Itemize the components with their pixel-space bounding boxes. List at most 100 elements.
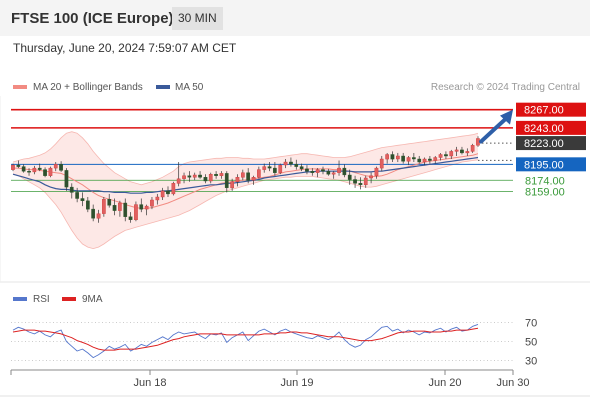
- rsi-tick-label: 70: [525, 318, 537, 330]
- ma9-legend-swatch: [62, 297, 76, 301]
- candle: [123, 202, 128, 217]
- candle: [363, 177, 368, 186]
- ma50-line: [12, 156, 479, 194]
- candle: [412, 157, 416, 160]
- candle: [32, 167, 37, 173]
- chart-frame: [0, 96, 590, 283]
- ma9-legend-label: 9MA: [82, 294, 103, 305]
- candle: [406, 157, 411, 162]
- level-labels: 8267.00 8243.00 8223.00 8195.00 8174.008159.…: [516, 102, 586, 199]
- resistance-1-label-box: [516, 120, 586, 135]
- candle: [224, 173, 229, 188]
- candle: [321, 169, 325, 172]
- ma50-legend-swatch: [156, 85, 170, 89]
- candle: [358, 183, 363, 186]
- candle: [396, 155, 400, 160]
- candle: [283, 161, 288, 166]
- moving-averages: [12, 153, 479, 209]
- candle: [219, 173, 224, 176]
- candle: [117, 202, 122, 211]
- candle: [444, 154, 448, 157]
- candle: [53, 164, 58, 169]
- candle: [11, 164, 15, 170]
- forecast-arrow-head: [500, 109, 513, 125]
- candle: [75, 192, 79, 199]
- candle: [203, 176, 208, 182]
- candle: [112, 205, 117, 211]
- forecast-arrow-group: [479, 109, 513, 144]
- candle: [369, 175, 373, 179]
- candle: [64, 170, 69, 188]
- candle: [379, 158, 384, 169]
- candle: [289, 161, 293, 165]
- candle: [96, 213, 101, 219]
- bollinger-upper-line: [12, 131, 479, 186]
- rsi-tick-label: 30: [525, 356, 537, 368]
- candle: [139, 204, 144, 210]
- last-price-label: 8223.00: [524, 138, 564, 150]
- candle: [278, 164, 283, 173]
- candle: [107, 198, 112, 206]
- candle: [374, 167, 379, 176]
- candle: [294, 164, 299, 167]
- candles-group: [11, 136, 480, 223]
- candle: [182, 175, 186, 179]
- bollinger-band-area: [13, 131, 478, 249]
- x-tick-label: Jun 18: [133, 377, 166, 389]
- x-tick-label: Jun 30: [496, 377, 529, 389]
- candle: [101, 198, 106, 214]
- pivot-label-box: [516, 157, 586, 172]
- x-tick-label: Jun 20: [428, 377, 461, 389]
- candle: [390, 154, 395, 160]
- rsi-panel: 70 50 30: [11, 318, 537, 368]
- candle: [342, 167, 347, 176]
- timeframe-badge[interactable]: 30 MIN: [172, 7, 223, 30]
- resistance-2-label: 8267.00: [524, 105, 564, 117]
- rsi-line: [12, 323, 479, 359]
- candle: [438, 154, 443, 158]
- candle: [128, 216, 133, 220]
- instrument-title: FTSE 100 (ICE Europe): [11, 10, 174, 27]
- candle: [385, 154, 389, 160]
- candle: [433, 157, 438, 161]
- rsi-tick-label: 50: [525, 337, 537, 349]
- candle: [230, 181, 234, 189]
- candle: [262, 166, 267, 170]
- candle: [176, 178, 181, 184]
- candle: [80, 198, 85, 201]
- candle: [449, 151, 454, 157]
- candle: [428, 158, 432, 161]
- candle: [166, 190, 170, 195]
- candle: [422, 158, 427, 163]
- candle: [251, 176, 256, 181]
- candle: [43, 169, 47, 176]
- candle: [273, 167, 277, 173]
- candle: [150, 199, 154, 207]
- x-axis: Jun 18 Jun 19 Jun 20 Jun 30: [0, 369, 590, 397]
- bollinger-lower-line: [12, 159, 479, 250]
- candle: [305, 168, 309, 172]
- header-bar: FTSE 100 (ICE Europe) 30 MIN: [0, 0, 590, 36]
- candle: [347, 174, 352, 180]
- candle: [69, 186, 74, 193]
- candle: [331, 172, 336, 175]
- rsi-legend: RSI 9MA: [13, 294, 103, 305]
- candle: [460, 149, 464, 154]
- candle: [214, 173, 218, 176]
- candle: [192, 174, 197, 178]
- candle: [21, 166, 26, 172]
- candle: [187, 175, 192, 178]
- candle: [198, 174, 202, 178]
- credit-text: Research © 2024 Trading Central: [431, 82, 580, 93]
- last-price-label-box: [516, 136, 586, 151]
- candle: [208, 173, 213, 182]
- resistance-2-label-box: [516, 102, 586, 117]
- candle: [470, 145, 475, 152]
- candle: [315, 169, 320, 173]
- candle: [465, 151, 470, 154]
- candle: [246, 172, 250, 181]
- ma9-line: [12, 327, 479, 351]
- candle: [353, 179, 357, 184]
